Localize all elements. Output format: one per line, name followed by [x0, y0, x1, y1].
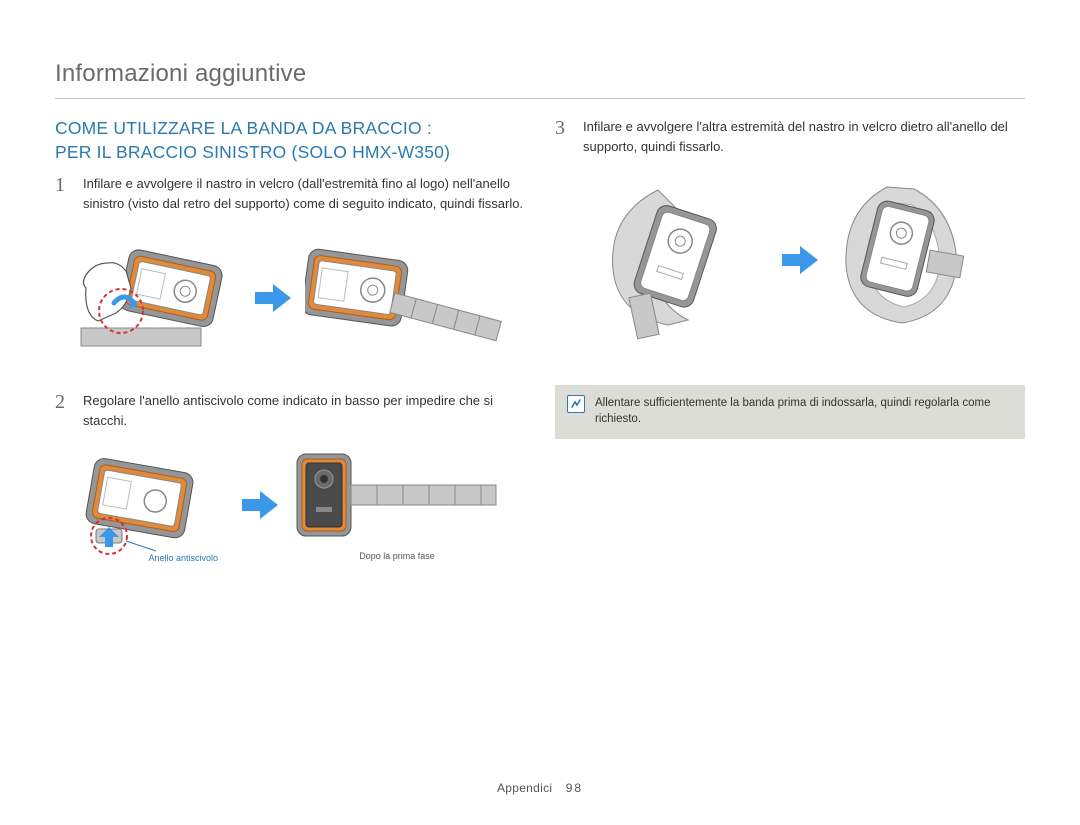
step-2: 2 Regolare l'anello antiscivolo come ind… [55, 391, 525, 431]
illustration-step2-b [292, 449, 502, 549]
step-number: 3 [555, 117, 571, 139]
arrow-right-icon [242, 491, 278, 519]
step-2-diagram: Anello antiscivolo [55, 449, 525, 579]
step-text: Infilare e avvolgere il nastro in velcro… [83, 174, 525, 214]
arrow-right-icon [255, 284, 291, 312]
illustration-step1-a [76, 233, 241, 363]
note-icon [567, 395, 585, 413]
left-column: COME UTILIZZARE LA BANDA DA BRACCIO : PE… [55, 117, 525, 771]
arrow-right-icon [782, 246, 818, 274]
step-3: 3 Infilare e avvolgere l'altra estremità… [555, 117, 1025, 157]
step-number: 1 [55, 174, 71, 196]
content-columns: COME UTILIZZARE LA BANDA DA BRACCIO : PE… [55, 117, 1025, 771]
caption-after-first: Dopo la prima fase [359, 551, 435, 561]
footer-page-number: 98 [566, 781, 583, 795]
illustration-step3-b [832, 175, 982, 345]
section-title: COME UTILIZZARE LA BANDA DA BRACCIO : PE… [55, 117, 525, 164]
page-title: Informazioni aggiuntive [55, 60, 1025, 88]
step-text: Regolare l'anello antiscivolo come indic… [83, 391, 525, 431]
caption-antislip: Anello antiscivolo [148, 553, 218, 563]
illustration-step3-a [598, 175, 768, 345]
illustration-step1-b [305, 238, 505, 358]
page-footer: Appendici 98 [55, 771, 1025, 795]
step-3-diagram [555, 175, 1025, 345]
note-text: Allentare sufficientemente la banda prim… [595, 395, 1011, 427]
step-1-diagram [55, 233, 525, 363]
divider [55, 98, 1025, 99]
step-text: Infilare e avvolgere l'altra estremità d… [583, 117, 1025, 157]
footer-section-label: Appendici [497, 781, 552, 795]
section-title-line1: COME UTILIZZARE LA BANDA DA BRACCIO : [55, 117, 525, 141]
step-1: 1 Infilare e avvolgere il nastro in velc… [55, 174, 525, 214]
step-number: 2 [55, 391, 71, 413]
illustration-step2-a [78, 449, 228, 559]
note-box: Allentare sufficientemente la banda prim… [555, 385, 1025, 439]
section-title-line2: PER IL BRACCIO SINISTRO (SOLO HMX-W350) [55, 141, 525, 165]
right-column: 3 Infilare e avvolgere l'altra estremità… [555, 117, 1025, 771]
